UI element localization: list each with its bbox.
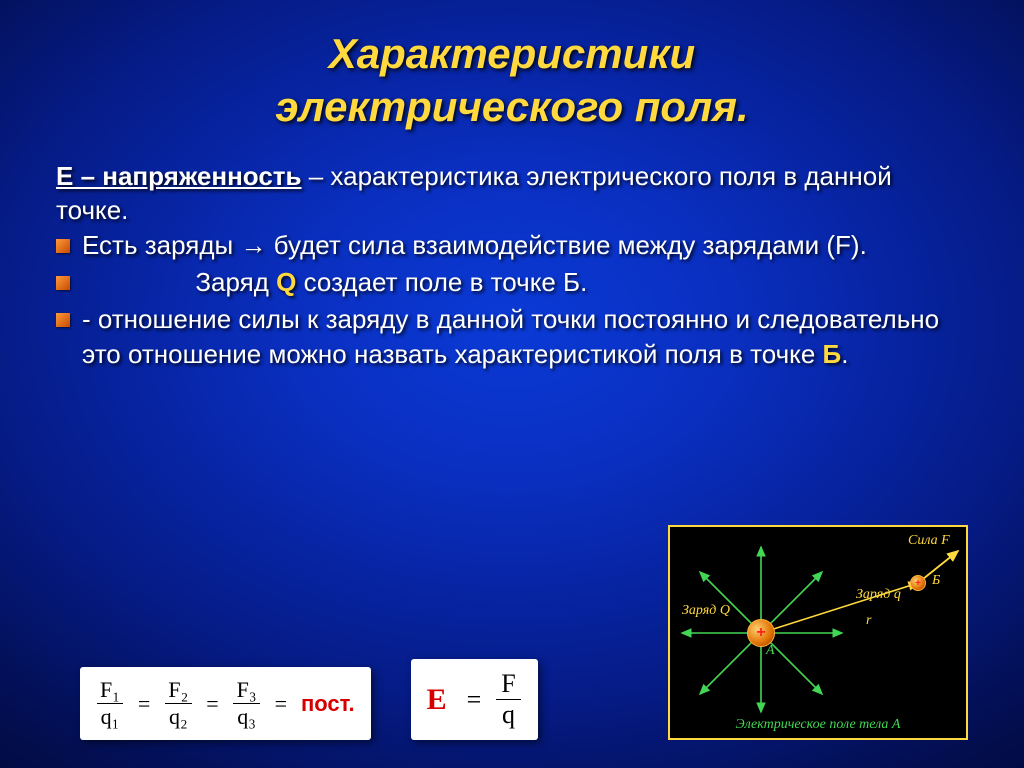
bullet-3-pre: - отношение силы к заряду в данной точки… xyxy=(82,304,939,368)
diagram-wrap: Сила F Б Заряд Q Заряд q A r Электрическ… xyxy=(668,525,968,740)
frac-2: F₂ q₂ xyxy=(164,677,192,730)
bullet-2-wrap: Заряд Q создает поле в точке Б. xyxy=(82,267,587,297)
label-force-F: Сила F xyxy=(908,533,950,549)
eq-E: = xyxy=(463,685,486,715)
label-charge-q: Заряд q xyxy=(856,587,901,603)
frac-Fq-den: q xyxy=(496,699,521,730)
charge-Q-accent: Q xyxy=(276,267,296,297)
slide-content: Характеристики электрического поля. E – … xyxy=(0,0,1024,768)
title-line-2: электрического поля. xyxy=(275,83,748,130)
frac-1-num: F₁ xyxy=(96,677,124,703)
title-line-1: Характеристики xyxy=(329,30,695,77)
bullet-3-wrap: - отношение силы к заряду в данной точки… xyxy=(82,304,939,368)
eq-1: = xyxy=(134,691,154,717)
diagram-svg xyxy=(670,527,970,742)
slide-title: Характеристики электрического поля. xyxy=(56,28,968,133)
bullet-2: Заряд Q создает поле в точке Б. xyxy=(56,265,968,299)
frac-Fq-num: F xyxy=(495,669,521,699)
formula-ratios: F₁ q₁ = F₂ q₂ = F₃ q₃ = пост. xyxy=(80,667,371,740)
eq-3: = xyxy=(271,691,291,717)
bullet-2-post: создает поле в точке Б. xyxy=(296,267,587,297)
bullet-1: Есть заряды → будет сила взаимодействие … xyxy=(56,228,968,262)
label-charge-Q: Заряд Q xyxy=(682,603,730,619)
body-text: E – напряженность – характеристика элект… xyxy=(56,159,968,371)
frac-1-den: q₁ xyxy=(97,703,124,730)
point-B-accent: Б xyxy=(823,339,842,369)
label-point-A: A xyxy=(766,643,775,659)
frac-3: F₃ q₃ xyxy=(233,677,261,730)
frac-Fq: F q xyxy=(495,669,521,730)
bullet-2-pre: Заряд xyxy=(195,267,276,297)
body-line-intro: E – напряженность – характеристика элект… xyxy=(56,159,968,228)
const-label: пост. xyxy=(301,691,355,717)
test-charge-icon xyxy=(910,575,926,591)
formula-E: E = F q xyxy=(411,659,538,740)
bullet-1-text: Есть заряды → будет сила взаимодействие … xyxy=(82,230,867,260)
frac-3-num: F₃ xyxy=(233,677,261,703)
diagram-caption: Электрическое поле тела A xyxy=(670,717,966,733)
field-diagram: Сила F Б Заряд Q Заряд q A r Электрическ… xyxy=(668,525,968,740)
symbol-E: E xyxy=(427,683,453,717)
label-point-B: Б xyxy=(932,573,940,589)
term-tension: E – напряженность xyxy=(56,161,302,191)
label-radius-r: r xyxy=(866,613,871,629)
frac-2-den: q₂ xyxy=(165,703,192,730)
frac-2-num: F₂ xyxy=(164,677,192,703)
bullet-3-post: . xyxy=(841,339,848,369)
eq-2: = xyxy=(202,691,222,717)
bullet-3: - отношение силы к заряду в данной точки… xyxy=(56,302,968,371)
bottom-row: F₁ q₁ = F₂ q₂ = F₃ q₃ = пост. E = F q xyxy=(0,525,1024,740)
frac-3-den: q₃ xyxy=(233,703,260,730)
frac-1: F₁ q₁ xyxy=(96,677,124,730)
